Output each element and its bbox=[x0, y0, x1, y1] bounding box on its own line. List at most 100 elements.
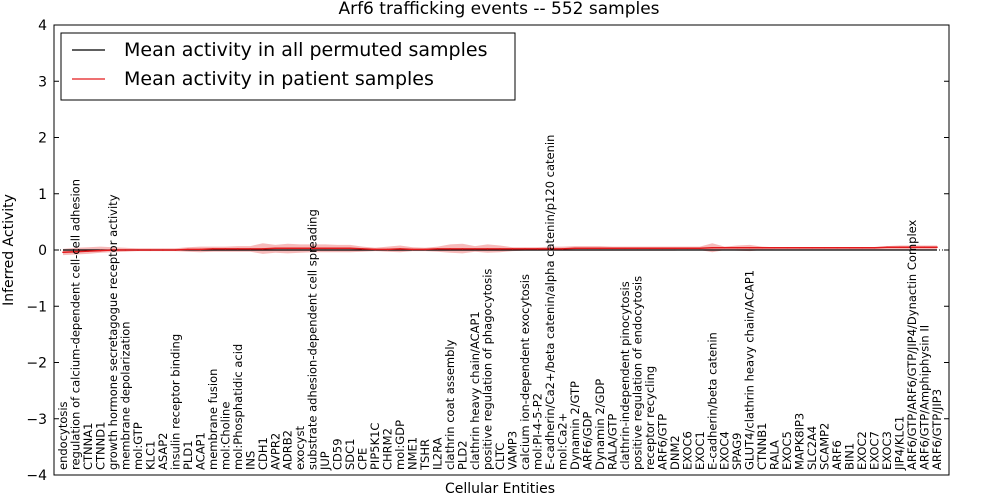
patient-point-42 bbox=[586, 247, 589, 250]
x-tick-label: EXOC7 bbox=[868, 431, 882, 470]
x-tick-label: Dynamin 2/GDP bbox=[593, 379, 607, 470]
x-tick-label: AVPR2 bbox=[268, 433, 282, 470]
x-tick-label: ARF6/GTP/ARF6/GTP/JIP4/Dynactin Complex bbox=[905, 219, 919, 470]
patient-point-31 bbox=[449, 248, 451, 250]
x-tick-label: E-cadherin/beta catenin bbox=[705, 332, 719, 470]
x-tick-label: CDH1 bbox=[256, 437, 270, 470]
patient-point-41 bbox=[574, 247, 576, 250]
patient-point-26 bbox=[386, 248, 389, 251]
x-tick-label: JUP bbox=[318, 451, 332, 471]
x-tick-label: PLD1 bbox=[181, 440, 195, 470]
x-tick-label: mol:Phosphatidic acid bbox=[231, 344, 245, 470]
x-tick-label: clathrin heavy chain/ACAP1 bbox=[468, 311, 482, 470]
x-tick-label: TSHR bbox=[418, 439, 432, 471]
x-tick-label: ASAP2 bbox=[156, 433, 170, 471]
x-tick-label: regulation of calcium-dependent cell-cel… bbox=[69, 179, 83, 470]
x-tick-label: SLC2A4 bbox=[805, 426, 819, 470]
patient-point-63 bbox=[848, 247, 851, 249]
patient-point-6 bbox=[137, 249, 139, 251]
patient-point-24 bbox=[361, 248, 364, 250]
patient-point-35 bbox=[499, 248, 501, 250]
patient-point-49 bbox=[674, 247, 676, 250]
x-tick-label: clathrin-independent pinocytosis bbox=[618, 281, 632, 470]
y-tick-label: 2 bbox=[38, 131, 47, 147]
patient-point-59 bbox=[798, 247, 801, 249]
x-tick-label: JIP4/KLC1 bbox=[893, 416, 907, 471]
patient-point-9 bbox=[174, 249, 177, 251]
patient-point-66 bbox=[886, 246, 888, 248]
patient-point-11 bbox=[199, 248, 202, 251]
patient-point-30 bbox=[436, 248, 439, 250]
patient-point-21 bbox=[324, 247, 327, 250]
x-tick-label: ARF6/GTP/Amphiphysin II bbox=[918, 325, 932, 470]
patient-point-68 bbox=[911, 246, 913, 248]
patient-point-20 bbox=[311, 247, 314, 250]
x-tick-label: mol:Ca2+ bbox=[555, 413, 569, 470]
legend: Mean activity in all permuted samples Me… bbox=[60, 32, 516, 101]
patient-point-38 bbox=[536, 248, 539, 250]
x-tick-label: EXOC3 bbox=[880, 431, 894, 470]
x-axis-label: Cellular Entities bbox=[445, 481, 555, 497]
x-tick-label: MAPK8IP3 bbox=[793, 413, 807, 470]
patient-point-4 bbox=[112, 249, 114, 251]
patient-point-60 bbox=[811, 247, 813, 249]
x-tick-label: ARF6/GDP bbox=[580, 412, 594, 470]
legend-label-permuted: Mean activity in all permuted samples bbox=[124, 39, 487, 61]
patient-point-51 bbox=[699, 247, 701, 250]
x-tick-label: positive regulation of endocytosis bbox=[630, 276, 644, 470]
x-tick-label: membrane fusion bbox=[206, 369, 220, 470]
patient-point-32 bbox=[461, 248, 464, 250]
x-tick-label: GLUT4/clathrin heavy chain/ACAP1 bbox=[743, 270, 757, 470]
x-tick-label: insulin receptor binding bbox=[168, 334, 182, 470]
patient-point-39 bbox=[549, 248, 551, 250]
x-tick-label: CHRM2 bbox=[381, 428, 395, 470]
patient-point-29 bbox=[424, 248, 426, 251]
x-tick-label: RALA/GTP bbox=[605, 414, 619, 470]
patient-point-2 bbox=[87, 250, 89, 252]
patient-point-64 bbox=[861, 247, 863, 249]
x-tick-label: ADRB2 bbox=[281, 430, 295, 470]
x-tick-label: membrane depolarization bbox=[118, 321, 132, 470]
x-tick-label: DNM2 bbox=[668, 435, 682, 470]
x-tick-label: CLTC bbox=[493, 443, 507, 470]
y-tick-label: 0 bbox=[38, 243, 47, 259]
x-tick-label: KLC1 bbox=[143, 441, 157, 470]
x-tick-label: SPAG9 bbox=[730, 433, 744, 470]
patient-point-34 bbox=[486, 248, 489, 250]
patient-point-52 bbox=[711, 247, 714, 249]
patient-point-58 bbox=[786, 247, 788, 249]
patient-point-14 bbox=[237, 248, 239, 250]
y-axis: 4 3 2 1 0 −1 −2 −3 −4 bbox=[26, 18, 949, 484]
patient-point-53 bbox=[723, 247, 726, 249]
x-tick-label: receptor recycling bbox=[643, 366, 657, 470]
x-tick-label: CTNND1 bbox=[94, 422, 108, 470]
patient-point-12 bbox=[212, 248, 214, 250]
x-tick-label: VAMP3 bbox=[506, 431, 520, 470]
patient-point-46 bbox=[636, 247, 639, 250]
x-tick-label: clathrin coat assembly bbox=[443, 339, 457, 470]
x-tick-label: BIN1 bbox=[843, 443, 857, 470]
x-tick-label: mol:Choline bbox=[218, 402, 232, 470]
patient-point-47 bbox=[649, 247, 651, 250]
x-tick-label: EXOC5 bbox=[780, 431, 794, 470]
patient-point-23 bbox=[349, 247, 352, 250]
x-tick-label: INS bbox=[243, 451, 257, 470]
patient-point-55 bbox=[748, 247, 751, 249]
x-tick-label: CD59 bbox=[331, 438, 345, 470]
patient-point-56 bbox=[761, 247, 763, 249]
x-tick-label: endocytosis bbox=[56, 401, 70, 470]
patient-point-45 bbox=[624, 247, 626, 250]
patient-point-33 bbox=[474, 248, 476, 250]
x-tick-label: ARF6 bbox=[830, 440, 844, 470]
patient-point-13 bbox=[224, 248, 227, 250]
patient-point-44 bbox=[611, 247, 614, 250]
patient-point-15 bbox=[249, 248, 252, 250]
x-tick-label: E-cadherin/Ca2+/beta catenin/alpha caten… bbox=[543, 135, 557, 470]
x-tick-label: exocyst bbox=[293, 426, 307, 470]
x-tick-label: PIP5K1C bbox=[368, 423, 382, 470]
y-tick-label: −3 bbox=[26, 412, 47, 428]
y-tick-label: −1 bbox=[26, 299, 47, 315]
x-tick-label: IL2RA bbox=[431, 437, 445, 470]
chart-title: Arf6 trafficking events -- 552 samples bbox=[338, 0, 659, 19]
